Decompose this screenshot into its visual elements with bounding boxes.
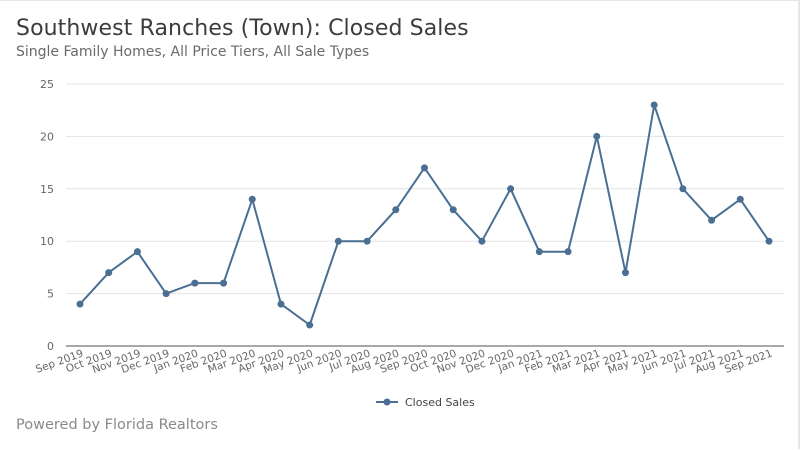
legend-label[interactable]: Closed Sales: [405, 396, 475, 409]
data-point[interactable]: [507, 185, 515, 193]
data-point[interactable]: [248, 195, 256, 203]
data-point[interactable]: [765, 237, 773, 245]
data-point[interactable]: [105, 269, 113, 277]
y-tick-label: 10: [40, 235, 54, 248]
data-point[interactable]: [650, 101, 658, 109]
data-point[interactable]: [478, 237, 486, 245]
y-axis-ticks: 0 5 10 15 20 25: [40, 78, 54, 353]
legend[interactable]: Closed Sales: [376, 396, 475, 409]
series-closed-sales: [76, 101, 773, 329]
y-tick-label: 15: [40, 183, 54, 196]
data-point[interactable]: [679, 185, 687, 193]
data-point[interactable]: [392, 206, 400, 214]
y-tick-label: 25: [40, 78, 54, 91]
chart-subtitle: Single Family Homes, All Price Tiers, Al…: [16, 44, 370, 60]
data-point[interactable]: [708, 216, 716, 224]
powered-by-footer: Powered by Florida Realtors: [16, 417, 218, 433]
data-point[interactable]: [334, 237, 342, 245]
y-tick-label: 0: [47, 340, 54, 353]
data-point[interactable]: [363, 237, 371, 245]
legend-dot-marker-icon: [383, 398, 391, 406]
data-point[interactable]: [133, 248, 141, 256]
data-point[interactable]: [736, 195, 744, 203]
series-line: [79, 104, 770, 326]
chart-title: Southwest Ranches (Town): Closed Sales: [16, 16, 469, 41]
data-point[interactable]: [277, 300, 285, 308]
data-point[interactable]: [564, 248, 572, 256]
data-point[interactable]: [449, 206, 457, 214]
data-point[interactable]: [76, 300, 84, 308]
y-tick-label: 20: [40, 130, 54, 143]
data-point[interactable]: [621, 269, 629, 277]
data-point[interactable]: [535, 248, 543, 256]
y-tick-label: 5: [47, 288, 54, 301]
data-point[interactable]: [421, 164, 428, 172]
data-point[interactable]: [220, 279, 228, 287]
data-point[interactable]: [191, 279, 199, 287]
data-point[interactable]: [306, 321, 314, 329]
gridlines: [66, 83, 784, 347]
data-point[interactable]: [162, 290, 170, 298]
data-point[interactable]: [593, 132, 601, 140]
